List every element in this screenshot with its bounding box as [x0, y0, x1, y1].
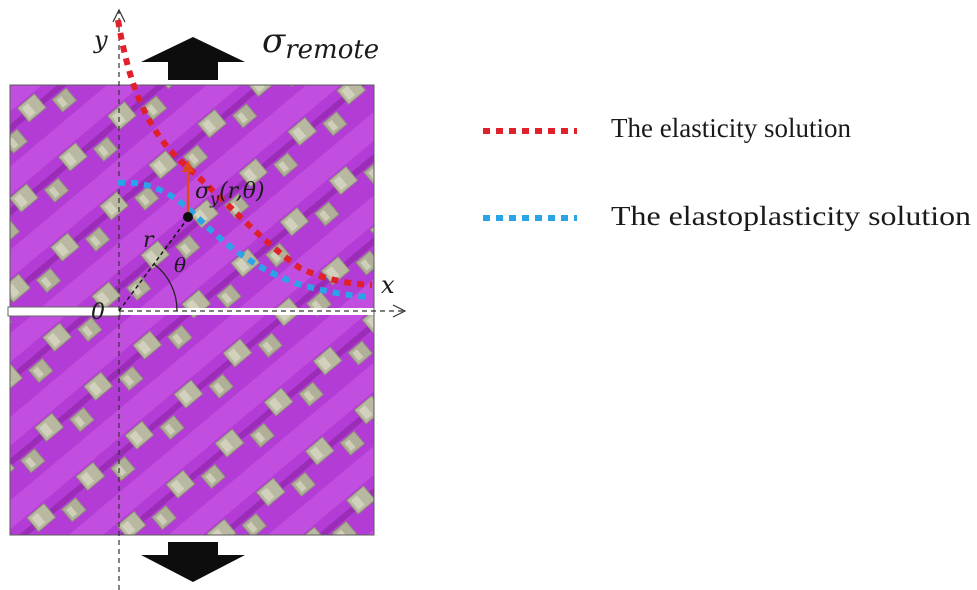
- composite-plate: [10, 85, 374, 535]
- remote-load-arrow-down: [141, 555, 245, 582]
- local-stress-label: σy(r,θ): [195, 179, 265, 208]
- angle-arc: [153, 263, 178, 312]
- plate-lower-half: [10, 315, 374, 535]
- legend-item-elastoplasticity: The elastoplasticity solution: [483, 201, 972, 231]
- legend: The elasticity solution The elastoplasti…: [483, 113, 972, 231]
- local-stress-arrowhead: [182, 160, 194, 172]
- remote-load-arrow-up: [141, 37, 245, 80]
- legend-label-elasticity: The elasticity solution: [611, 113, 851, 143]
- x-axis-arrowhead: [392, 304, 407, 318]
- legend-label-elastoplasticity: The elastoplasticity solution: [611, 201, 972, 231]
- origin-label: 0: [91, 300, 105, 325]
- radius-label: r: [143, 228, 155, 253]
- x-axis-label: x: [381, 271, 395, 299]
- stress-point: [183, 212, 193, 222]
- radius-line: [118, 217, 189, 312]
- angle-label: θ: [174, 253, 186, 277]
- legend-item-elasticity: The elasticity solution: [483, 113, 851, 143]
- remote-stress-label: σremote: [262, 21, 379, 65]
- y-axis-label: y: [93, 26, 108, 54]
- y-axis-arrowhead: [112, 8, 126, 23]
- remote-load-arrow-down-shaft: [168, 542, 218, 556]
- elastoplasticity-solution-curve: [117, 179, 373, 300]
